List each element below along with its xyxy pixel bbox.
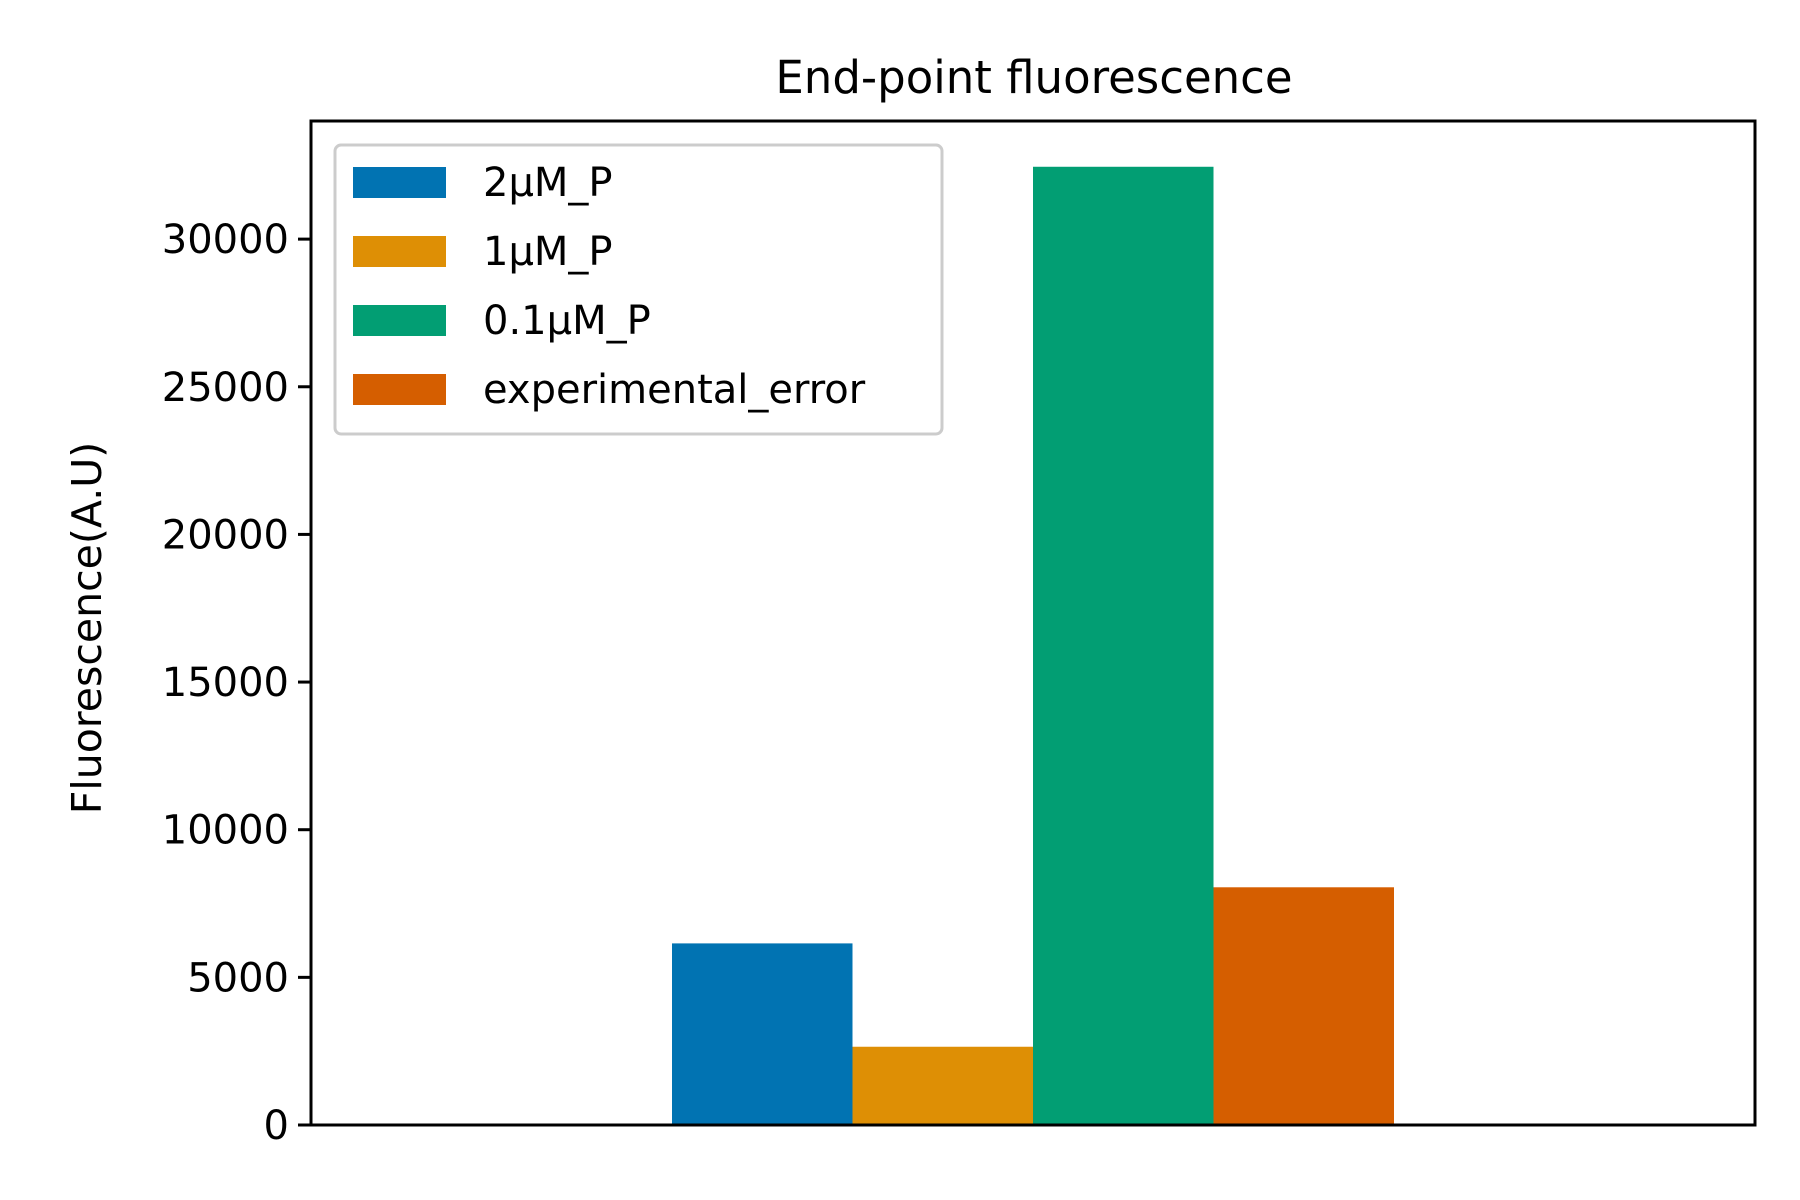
legend-swatch-1μM_P xyxy=(353,236,446,267)
bar-1μM_P xyxy=(852,1046,1033,1125)
y-tick-label: 0 xyxy=(264,1103,289,1149)
legend: 2μM_P 1μM_P 0.1μM_P experimental_error xyxy=(333,143,944,436)
y-axis-label: Fluorescence(A.U) xyxy=(63,442,111,814)
y-tick-label: 5000 xyxy=(187,955,289,1001)
chart-title: End-point fluorescence xyxy=(775,51,1292,104)
y-tick-label: 15000 xyxy=(162,660,289,706)
plot-frame xyxy=(309,119,1757,1127)
bar-0.1μM_P xyxy=(1033,166,1214,1126)
legend-label-2μM_P: 2μM_P xyxy=(483,160,613,206)
y-axis-ticks: 0 5000 10000 15000 20000 25000 30000 xyxy=(162,217,311,1149)
legend-frame xyxy=(333,143,944,436)
legend-label-1μM_P: 1μM_P xyxy=(483,229,613,275)
y-tick-label: 10000 xyxy=(162,808,289,854)
bars-group xyxy=(672,166,1394,1126)
legend-label-experimental_error: experimental_error xyxy=(483,367,866,413)
legend-swatch-0.1μM_P xyxy=(353,305,446,336)
legend-swatch-2μM_P xyxy=(353,167,446,198)
y-tick-label: 30000 xyxy=(162,217,289,263)
y-tick-label: 25000 xyxy=(162,365,289,411)
bar-2μM_P xyxy=(672,943,853,1125)
bar-experimental_error xyxy=(1213,887,1394,1125)
legend-label-0.1μM_P: 0.1μM_P xyxy=(483,298,651,344)
legend-swatch-experimental_error xyxy=(353,374,446,405)
y-tick-label: 20000 xyxy=(162,512,289,558)
